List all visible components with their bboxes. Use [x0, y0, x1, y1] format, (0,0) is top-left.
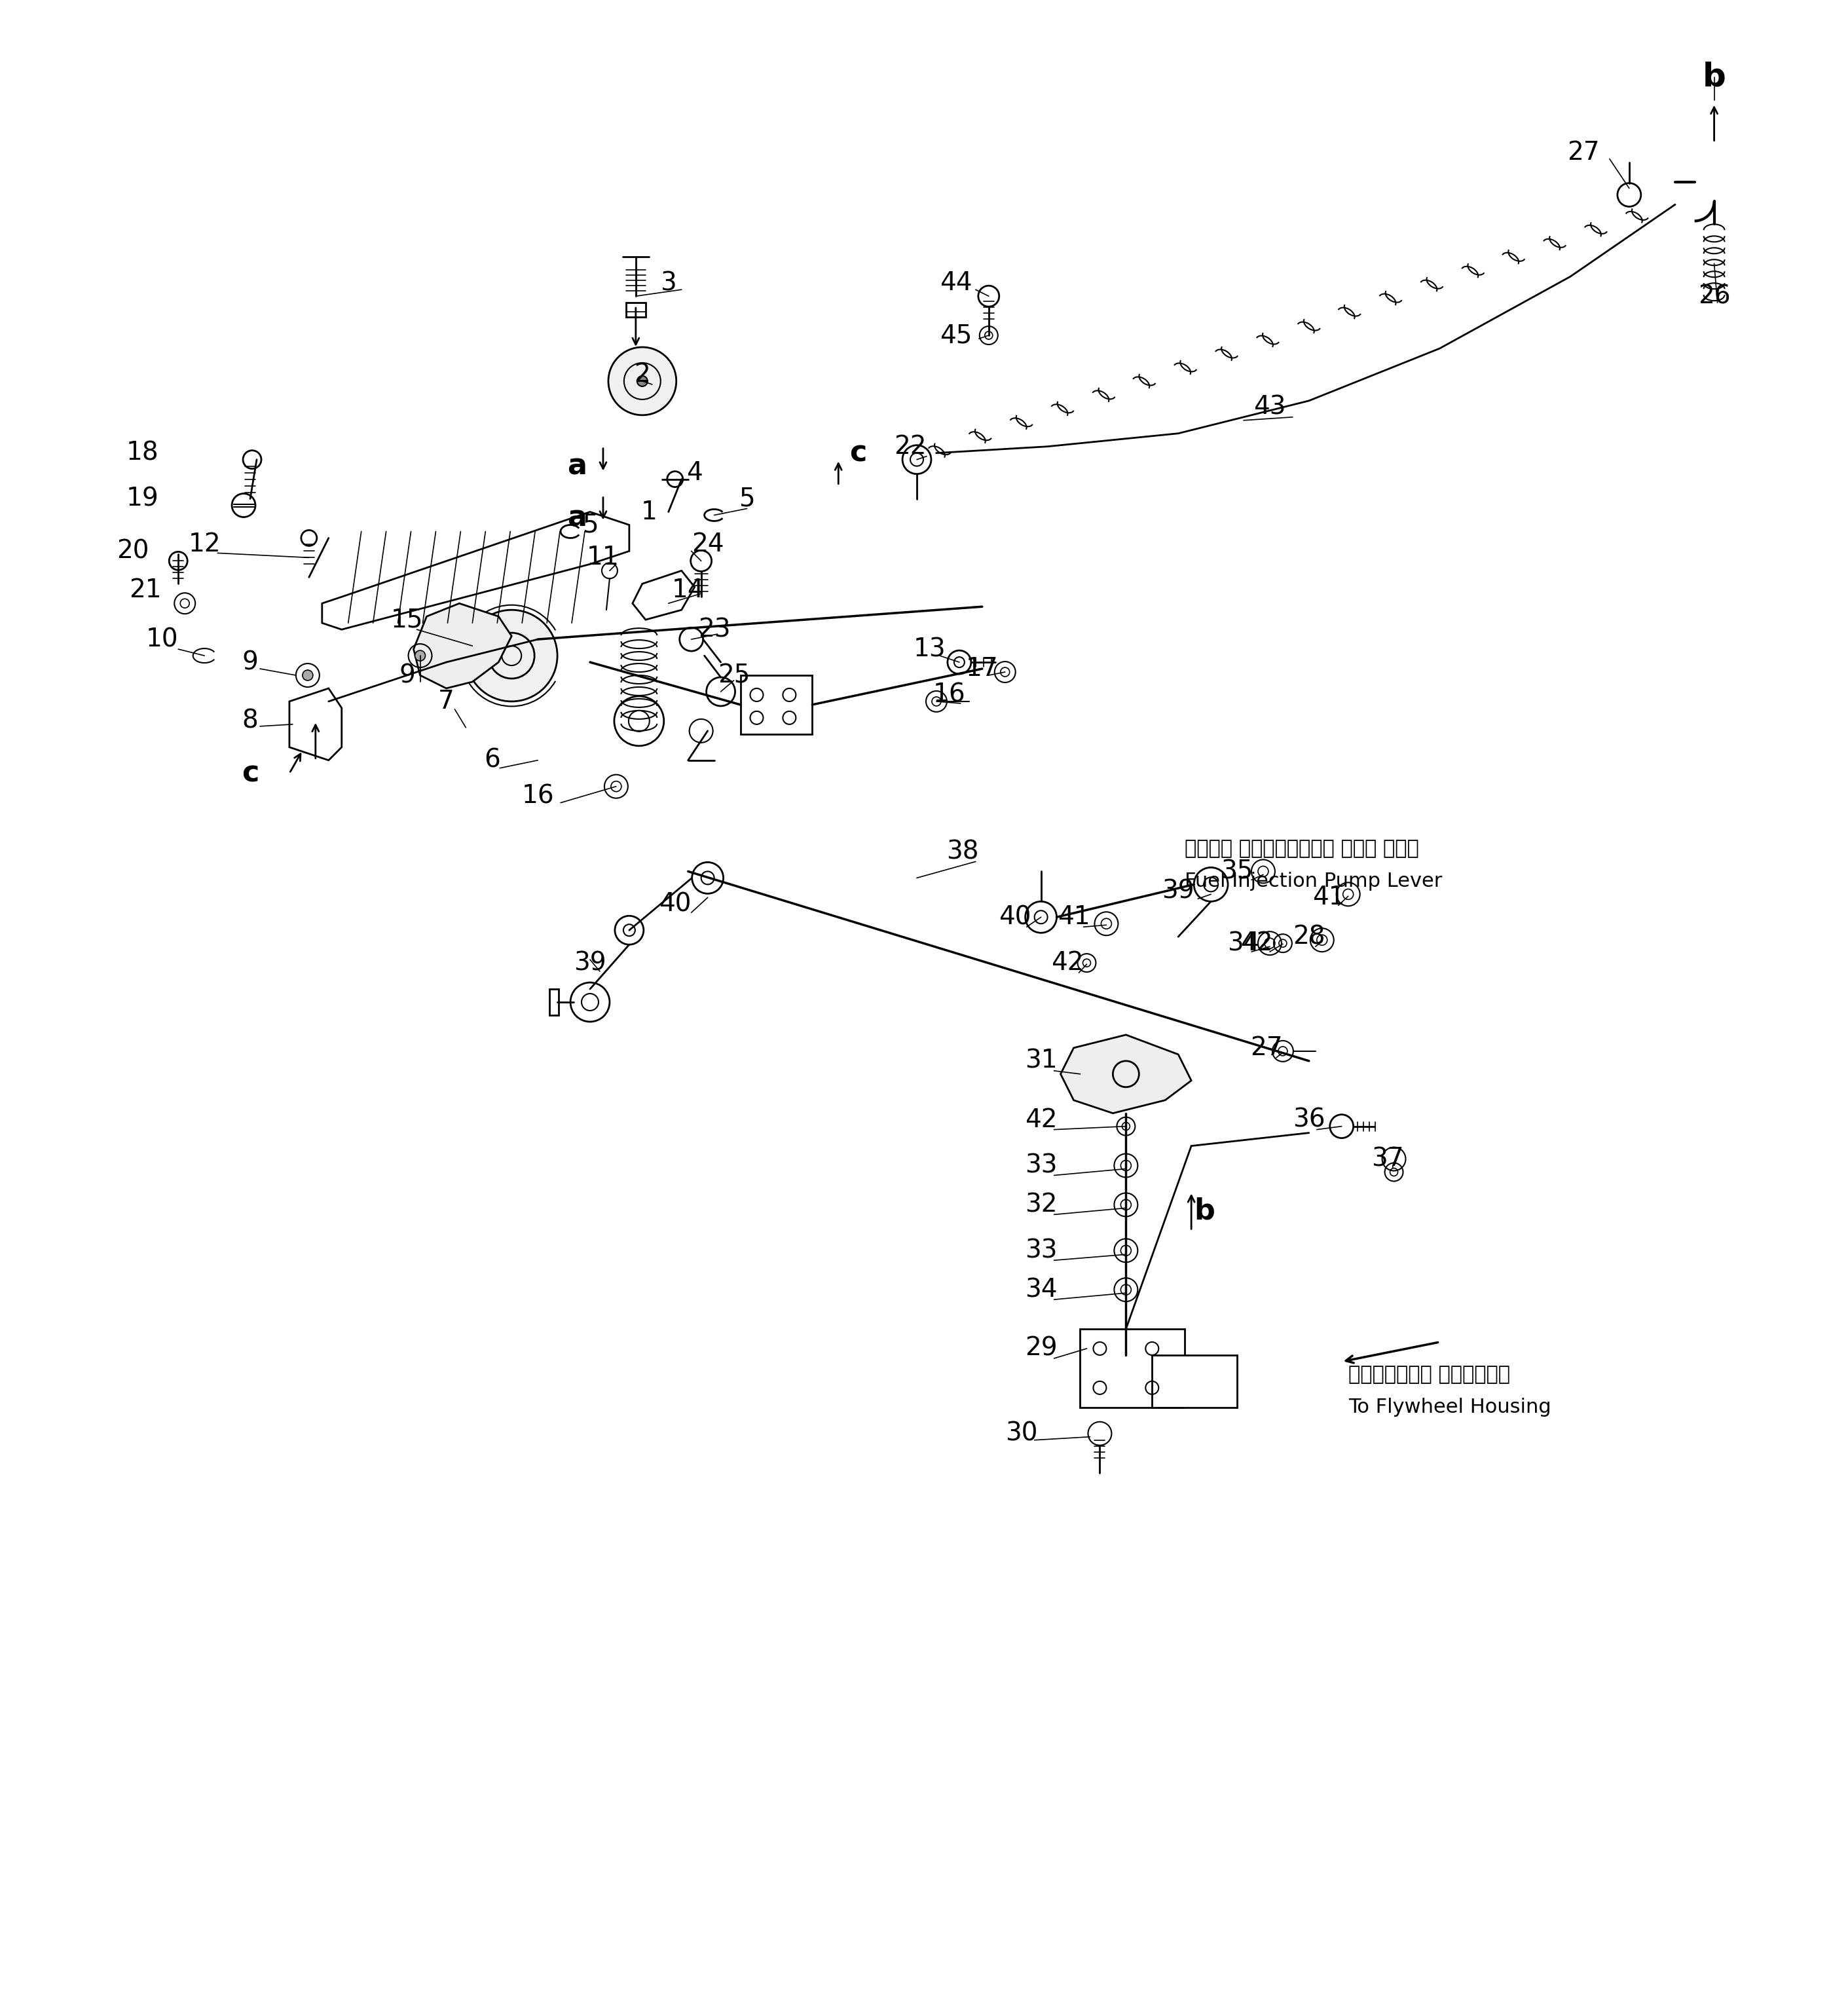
Bar: [626, 302, 646, 317]
Bar: [1152, 1355, 1238, 1407]
Text: 32: 32: [1025, 1191, 1056, 1218]
Text: 11: 11: [586, 544, 619, 571]
Text: 42: 42: [1051, 950, 1084, 976]
Text: 4: 4: [687, 460, 703, 486]
Text: 20: 20: [117, 538, 148, 564]
Circle shape: [302, 669, 313, 681]
Text: Fuel Injection Pump Lever: Fuel Injection Pump Lever: [1185, 871, 1443, 891]
Text: 10: 10: [146, 627, 178, 651]
Text: 6: 6: [483, 748, 500, 772]
Text: 28: 28: [1293, 923, 1326, 950]
Text: c: c: [850, 439, 866, 468]
Text: 39: 39: [573, 950, 606, 976]
Text: 42: 42: [1025, 1107, 1056, 1133]
Text: 9: 9: [399, 663, 416, 687]
Text: 44: 44: [939, 270, 972, 296]
Text: 33: 33: [1025, 1153, 1056, 1177]
Bar: [549, 990, 558, 1016]
Text: 16: 16: [522, 784, 555, 808]
Text: フライホィール ハウジングへ: フライホィール ハウジングへ: [1348, 1365, 1511, 1385]
Text: 40: 40: [659, 891, 690, 917]
Text: 43: 43: [1254, 395, 1285, 419]
Text: c: c: [242, 760, 258, 788]
Text: 42: 42: [1240, 931, 1273, 956]
Text: 35: 35: [1221, 859, 1252, 883]
Text: 40: 40: [998, 905, 1031, 929]
Text: 15: 15: [390, 607, 423, 633]
Text: 2: 2: [634, 363, 650, 387]
Text: 1: 1: [641, 500, 657, 524]
Circle shape: [608, 347, 676, 415]
Text: 21: 21: [130, 579, 161, 603]
Text: 36: 36: [1293, 1107, 1326, 1133]
Text: 12: 12: [189, 532, 222, 556]
Text: フェエル インジェクション ホンフ レバー: フェエル インジェクション ホンフ レバー: [1185, 839, 1419, 859]
Text: 18: 18: [126, 442, 159, 466]
Polygon shape: [289, 687, 342, 760]
Text: 3: 3: [661, 270, 677, 296]
Text: 5: 5: [582, 512, 599, 538]
Text: 19: 19: [126, 486, 159, 512]
Text: 45: 45: [939, 323, 972, 349]
Circle shape: [637, 375, 648, 387]
Text: 41: 41: [1058, 905, 1089, 929]
Text: 23: 23: [698, 617, 731, 641]
Polygon shape: [414, 603, 511, 687]
Text: 38: 38: [947, 839, 980, 865]
Text: 33: 33: [1025, 1238, 1056, 1262]
Text: 16: 16: [934, 683, 965, 708]
Text: 24: 24: [692, 532, 723, 556]
Text: 37: 37: [1371, 1147, 1404, 1171]
Text: 8: 8: [242, 708, 258, 734]
Text: 27: 27: [1251, 1036, 1284, 1060]
Text: 34: 34: [1227, 931, 1260, 956]
Polygon shape: [322, 512, 630, 629]
Circle shape: [416, 651, 425, 661]
Text: 5: 5: [740, 486, 754, 512]
Text: 13: 13: [914, 637, 947, 661]
Text: 29: 29: [1025, 1337, 1056, 1361]
Bar: [1080, 1329, 1185, 1407]
Text: 41: 41: [1313, 885, 1344, 909]
Text: 22: 22: [894, 433, 926, 460]
Circle shape: [465, 611, 557, 702]
Bar: [740, 675, 813, 734]
Text: 31: 31: [1025, 1048, 1056, 1073]
Text: 17: 17: [967, 657, 998, 681]
Text: 27: 27: [1567, 139, 1600, 165]
Text: 39: 39: [1163, 879, 1194, 903]
Text: 7: 7: [438, 689, 454, 714]
Text: 25: 25: [718, 663, 751, 687]
Text: a: a: [568, 452, 586, 480]
Text: b: b: [1703, 60, 1727, 93]
Polygon shape: [632, 571, 694, 619]
Text: 14: 14: [672, 579, 705, 603]
Text: To Flywheel Housing: To Flywheel Housing: [1348, 1397, 1551, 1417]
Text: a: a: [568, 504, 586, 532]
Text: 26: 26: [1697, 284, 1730, 308]
Text: b: b: [1194, 1198, 1214, 1226]
Polygon shape: [1060, 1034, 1192, 1113]
Text: 34: 34: [1025, 1278, 1056, 1302]
Text: 9: 9: [242, 649, 258, 675]
Text: 30: 30: [1005, 1421, 1038, 1445]
